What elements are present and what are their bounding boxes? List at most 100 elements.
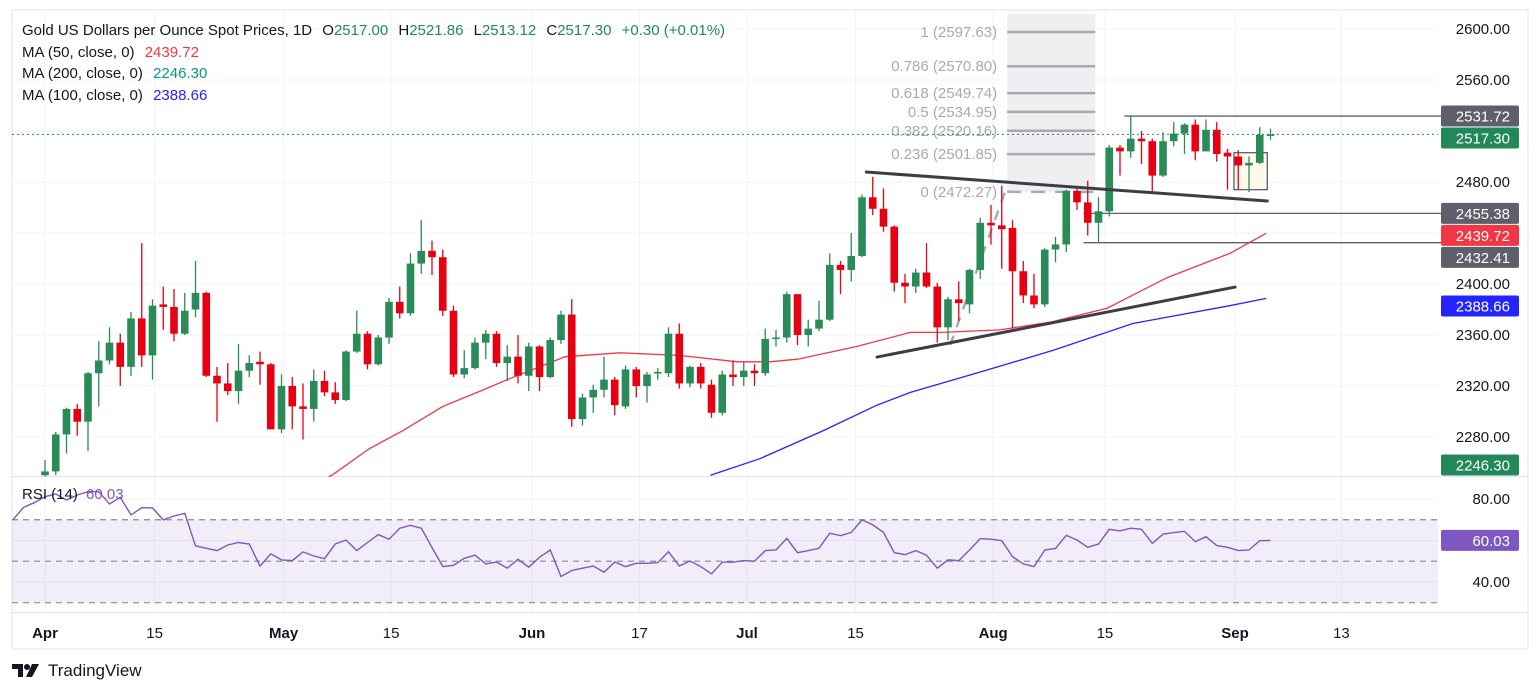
candle-body: [481, 333, 490, 343]
candle-body: [965, 269, 974, 305]
candle-body: [997, 225, 1006, 230]
candle: [180, 292, 189, 335]
candle-body: [492, 333, 501, 364]
candle: [815, 300, 823, 332]
time-tick-label: 13: [1333, 625, 1350, 642]
candle: [1234, 150, 1243, 190]
candle: [524, 342, 533, 392]
candle-body: [460, 368, 469, 375]
indicator-ma200[interactable]: MA (200, close, 0) 2246.30: [22, 63, 725, 85]
price-tag: [1441, 295, 1519, 317]
candle-body: [696, 366, 705, 384]
price-tick-label: 2280.00: [1456, 429, 1510, 446]
candle: [546, 337, 555, 379]
time-axis: Apr 15 May 15 Jun 17 Jul 15 Aug 15 Sep 13: [32, 625, 1350, 642]
fib-level-label: 0 (2472.27): [920, 184, 997, 201]
candle: [847, 232, 856, 282]
fib-level-label: 0.5 (2534.95): [908, 104, 997, 121]
candle-body: [51, 434, 60, 472]
candle-body: [610, 379, 619, 406]
candle: [825, 253, 834, 321]
candle: [417, 220, 426, 274]
candle-body: [890, 226, 899, 283]
candle-body: [299, 406, 307, 409]
trendline: [875, 285, 1237, 359]
symbol-title: Gold US Dollars per Ounce Spot Prices, 1…: [22, 22, 313, 39]
rsi-tick-label: 40.00: [1472, 574, 1510, 591]
candle-body: [804, 328, 813, 335]
candle: [1008, 220, 1017, 329]
candle-body: [417, 250, 426, 264]
candle: [191, 261, 200, 318]
price-tag: [1441, 202, 1519, 224]
candle-body: [1223, 152, 1232, 157]
candle-body: [94, 360, 103, 374]
candle-body: [1169, 133, 1178, 142]
price-tick-label: 2400.00: [1456, 276, 1510, 293]
candle: [868, 176, 877, 216]
candle-body: [41, 471, 49, 476]
candle: [804, 319, 813, 347]
candle-body: [546, 340, 555, 378]
price-tag-label: 2388.66: [1456, 298, 1510, 315]
candle: [202, 291, 211, 378]
candle-body: [1062, 190, 1071, 245]
candle-body: [535, 346, 544, 378]
candle-body: [1051, 244, 1060, 250]
candle-body: [62, 408, 71, 435]
candle-body: [1191, 124, 1200, 152]
candle-body: [266, 364, 275, 430]
candle: [256, 351, 264, 385]
candle: [213, 366, 221, 422]
indicator-value: 2388.66: [153, 86, 208, 104]
candle: [331, 382, 340, 404]
candle-body: [449, 310, 458, 375]
candle: [535, 345, 544, 392]
indicator-ma100[interactable]: MA (100, close, 0) 2388.66: [22, 85, 725, 107]
candle: [1094, 197, 1103, 242]
low-value: 2513.12: [481, 22, 537, 39]
candle: [438, 249, 447, 316]
candle: [51, 431, 60, 476]
candle: [1116, 145, 1124, 176]
candle-body: [750, 370, 759, 374]
indicator-ma50[interactable]: MA (50, close, 0) 2439.72: [22, 42, 725, 64]
candle: [385, 298, 393, 344]
candle-body: [976, 222, 985, 270]
candle-body: [632, 369, 641, 386]
candle-body: [567, 314, 576, 420]
candle: [1223, 148, 1232, 190]
fib-level-label: 0.236 (2501.85): [891, 146, 997, 163]
candle: [428, 240, 436, 276]
candle: [1191, 119, 1200, 161]
candle-body: [514, 356, 522, 376]
candle-body: [385, 301, 393, 338]
candle: [911, 268, 920, 293]
candle-body: [858, 197, 866, 256]
candle: [223, 363, 232, 395]
candle-body: [320, 380, 329, 393]
tradingview-logo[interactable]: TradingView: [12, 661, 142, 681]
candle: [793, 294, 802, 346]
candle: [858, 194, 866, 258]
candle-body: [159, 304, 168, 307]
candle: [352, 310, 361, 353]
candle: [610, 377, 619, 416]
price-tag-label: 2455.38: [1456, 206, 1510, 223]
candle: [761, 328, 770, 376]
candle: [1137, 130, 1146, 165]
candle: [890, 225, 899, 292]
candle-body: [1116, 147, 1124, 152]
candle: [234, 343, 243, 404]
price-tag: [1441, 127, 1519, 149]
candle-body: [105, 342, 114, 361]
high-value: 2521.86: [409, 22, 464, 39]
rsi-legend[interactable]: RSI (14) 60.03: [22, 486, 124, 503]
candle: [288, 377, 297, 430]
candle: [342, 350, 350, 402]
candle-body: [1073, 190, 1081, 203]
price-tag: [1441, 246, 1519, 268]
candle-body: [664, 333, 673, 374]
time-tick-label: 17: [631, 625, 648, 642]
